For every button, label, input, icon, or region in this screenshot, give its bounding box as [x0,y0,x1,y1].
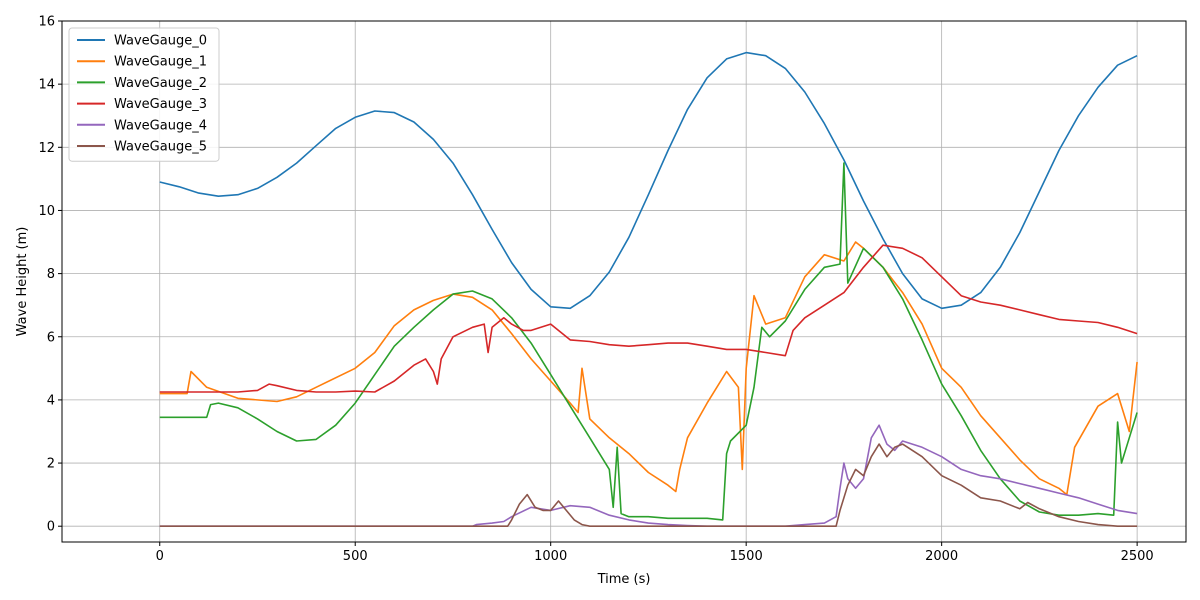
y-tick-label: 4 [47,393,55,408]
legend-label: WaveGauge_0 [114,34,207,49]
x-axis-label: Time (s) [597,572,651,587]
series-line-wavegauge-0 [159,51,1138,310]
legend-label: WaveGauge_1 [114,55,207,70]
series-line-wavegauge-5 [159,443,1138,528]
plot-frame [61,20,1187,543]
x-tick-label: 2000 [925,549,958,564]
legend-label: WaveGauge_3 [114,97,207,112]
y-tick-label: 8 [47,267,55,282]
y-tick-label: 10 [38,204,55,219]
y-axis-label: Wave Height (m) [15,227,30,337]
y-tick-label: 14 [38,78,55,93]
x-tick-label: 0 [156,549,164,564]
y-tick-label: 6 [47,330,55,345]
series-line-wavegauge-2 [159,162,1138,521]
legend-label: WaveGauge_5 [114,140,207,155]
axis-ticks: 0 500 1000 1500 2000 2500 0 2 4 6 8 10 12 14 16 [38,15,1153,565]
y-tick-label: 16 [38,15,55,30]
x-tick-label: 1000 [534,549,567,564]
legend-label: WaveGauge_4 [114,118,207,133]
y-tick-label: 0 [47,520,55,535]
legend-box [68,27,220,162]
series-line-wavegauge-3 [159,244,1138,393]
x-tick-label: 2500 [1121,549,1154,564]
x-tick-label: 1500 [730,549,763,564]
legend: WaveGauge_0 WaveGauge_1 WaveGauge_2 WaveGau… [68,27,220,162]
y-tick-label: 2 [47,457,55,472]
y-tick-label: 12 [38,141,55,156]
series-lines [159,51,1138,528]
x-tick-label: 500 [343,549,368,564]
series-line-wavegauge-4 [159,424,1138,528]
series-line-wavegauge-1 [159,241,1138,496]
legend-label: WaveGauge_2 [114,76,207,91]
